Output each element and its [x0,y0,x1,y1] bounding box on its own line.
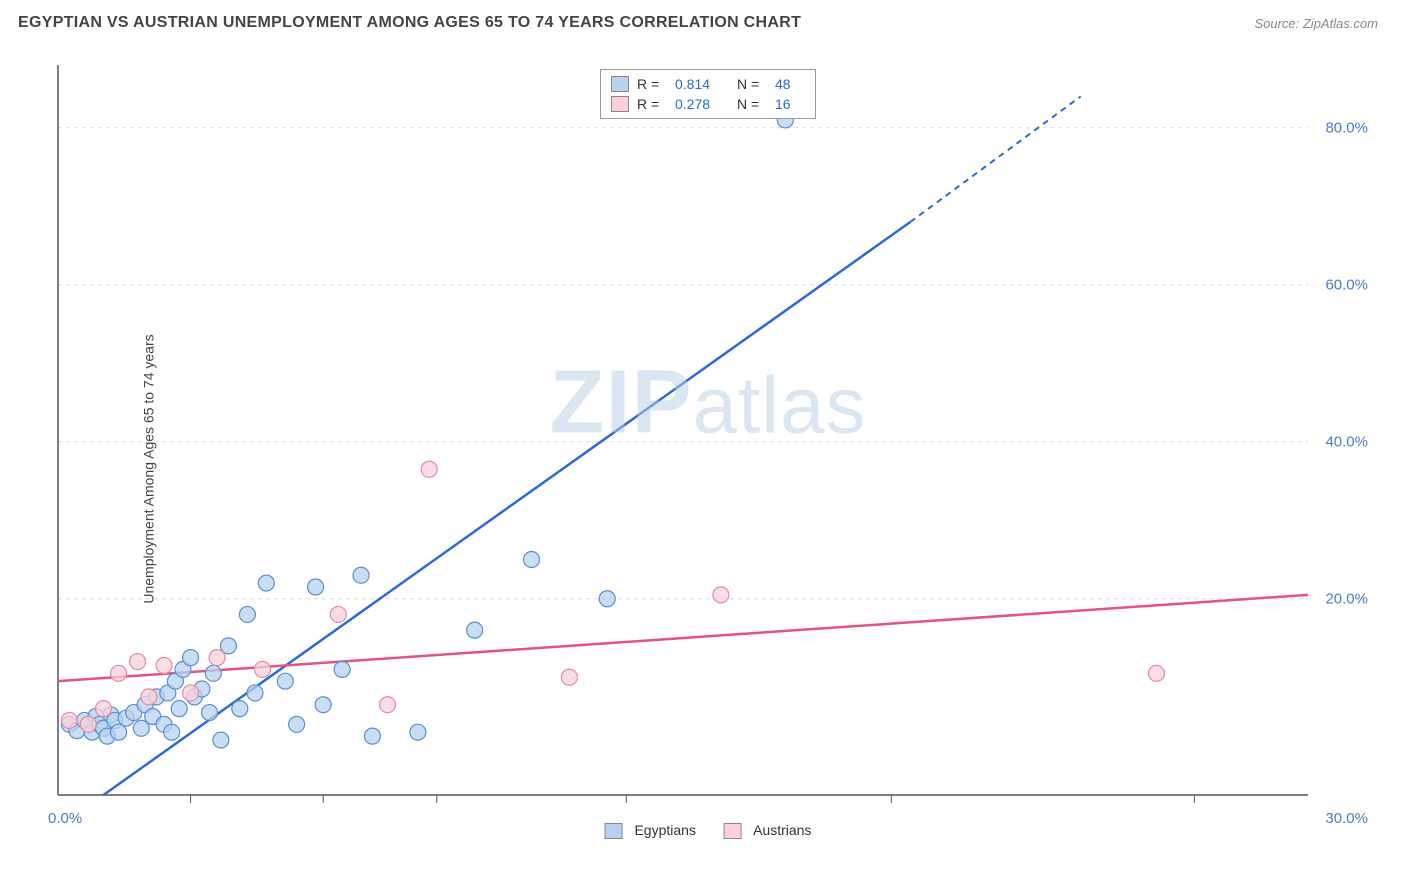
legend-swatch-icon [611,96,629,112]
legend-swatch-icon [611,76,629,92]
r-label: R = [637,96,667,112]
legend-label: Austrians [753,822,811,838]
y-tick-label: 80.0% [1325,119,1368,136]
y-tick-label: 20.0% [1325,590,1368,607]
y-tick-label: 60.0% [1325,276,1368,293]
legend-swatch-icon [724,823,742,839]
n-label: N = [737,96,767,112]
chart-header: EGYPTIAN VS AUSTRIAN UNEMPLOYMENT AMONG … [0,0,1406,42]
r-value: 0.814 [675,76,729,92]
chart-area: Unemployment Among Ages 65 to 74 years Z… [0,45,1406,892]
legend-item-egyptians: Egyptians [605,822,696,839]
correlation-legend: R = 0.814 N = 48 R = 0.278 N = 16 [600,69,816,119]
x-tick-max: 30.0% [1325,810,1368,827]
chart-title: EGYPTIAN VS AUSTRIAN UNEMPLOYMENT AMONG … [18,14,801,32]
source-attribution: Source: ZipAtlas.com [1254,16,1378,31]
n-label: N = [737,76,767,92]
legend-swatch-icon [605,823,623,839]
n-value: 48 [775,76,805,92]
legend-item-austrians: Austrians [724,822,811,839]
series-legend: Egyptians Austrians [605,822,812,839]
r-label: R = [637,76,667,92]
r-value: 0.278 [675,96,729,112]
y-tick-label: 40.0% [1325,433,1368,450]
plot-svg [48,55,1368,845]
legend-row-egyptians: R = 0.814 N = 48 [611,74,805,94]
n-value: 16 [775,96,805,112]
legend-row-austrians: R = 0.278 N = 16 [611,94,805,114]
scatter-plot: ZIPatlas R = 0.814 N = 48 R = 0.278 N = … [48,55,1368,845]
legend-label: Egyptians [634,822,695,838]
x-tick-origin: 0.0% [48,810,82,827]
